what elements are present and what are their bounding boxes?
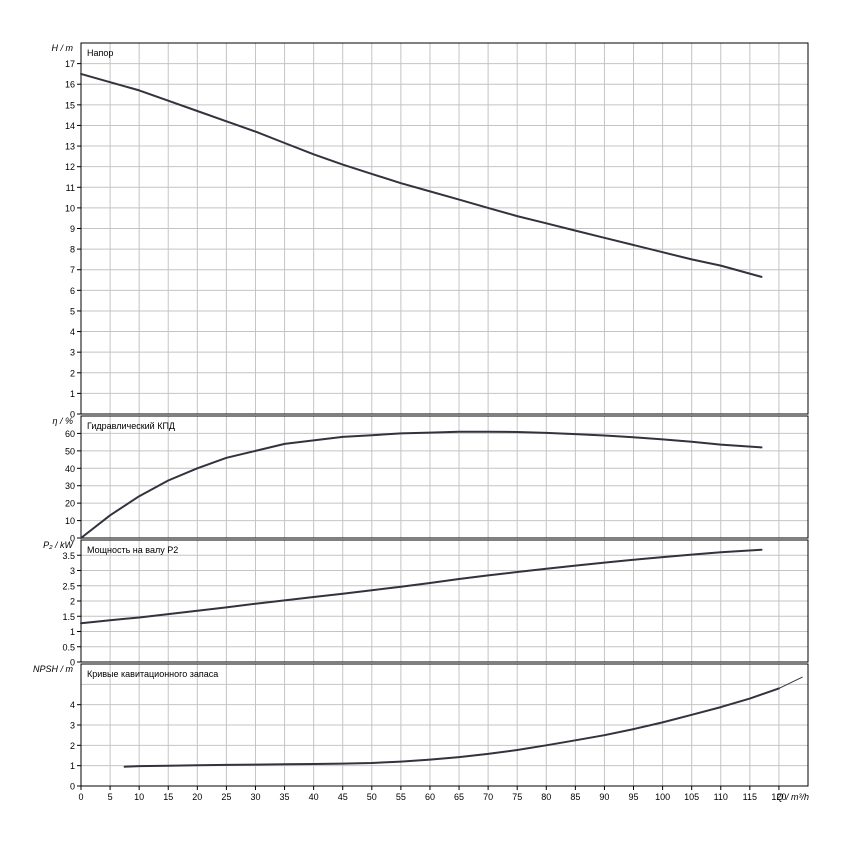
panel-title: Гидравлический КПД	[87, 421, 175, 431]
y-tick-label: 0	[70, 658, 75, 668]
y-axis-label: η / %	[52, 416, 73, 426]
y-tick-label: 3	[70, 348, 75, 358]
y-tick-label: 10	[65, 203, 75, 213]
y-tick-label: 60	[65, 429, 75, 439]
y-tick-label: 12	[65, 162, 75, 172]
panel-npsh: 0 1 2 3 4 NPSH / m Кривые кавитационного запас…	[33, 663, 809, 792]
x-tick-label: 65	[454, 792, 464, 802]
series-line-head	[80, 72, 763, 278]
panel-title: Напор	[87, 48, 113, 58]
y-tick-label: 17	[65, 59, 75, 69]
x-tick-label: 50	[367, 792, 377, 802]
y-axis-label: NPSH / m	[33, 664, 74, 674]
y-tick-label: 3	[70, 721, 75, 731]
panel-title: Мощность на валу P2	[87, 545, 178, 555]
y-tick-label: 5	[70, 306, 75, 316]
y-tick-label: 3.5	[62, 551, 75, 561]
x-tick-label: 15	[163, 792, 173, 802]
y-tick-label: 0	[70, 410, 75, 420]
y-axis-label: P₂ / kW	[43, 540, 74, 550]
y-tick-label: 50	[65, 446, 75, 456]
x-tick-label: 80	[541, 792, 551, 802]
y-tick-label: 11	[66, 183, 75, 193]
y-tick-label: 20	[65, 499, 75, 509]
x-tick-label: 70	[483, 792, 493, 802]
x-tick-label: 5	[108, 792, 113, 802]
y-tick-label: 6	[70, 286, 75, 296]
x-tick-label: 35	[280, 792, 290, 802]
y-tick-label: 1	[70, 627, 75, 637]
x-tick-label: 115	[743, 792, 757, 802]
y-tick-label: 1	[70, 389, 75, 399]
x-tick-label: 95	[629, 792, 639, 802]
x-axis-label: Q / m³/h	[776, 792, 809, 802]
series-extension-npsh	[778, 676, 803, 689]
y-tick-label: 7	[70, 265, 75, 275]
x-tick-label: 105	[684, 792, 699, 802]
y-tick-label: 8	[70, 245, 75, 255]
y-tick-label: 15	[65, 100, 75, 110]
y-tick-label: 2	[70, 597, 75, 607]
y-axis-label: H / m	[52, 43, 74, 53]
y-tick-label: 4	[70, 327, 75, 337]
y-tick-label: 16	[65, 80, 75, 90]
y-tick-label: 3	[70, 566, 75, 576]
panel-power: 0 0.5 1 1.5 2 2.5 3 3.5P₂ / kW Мощность на валу …	[43, 539, 809, 668]
y-tick-label: 0	[70, 782, 75, 792]
panel-frame	[80, 415, 809, 539]
y-tick-label: 2.5	[62, 581, 75, 591]
y-tick-label: 2	[70, 741, 75, 751]
x-tick-label: 120	[771, 792, 786, 802]
y-tick-label: 0	[70, 534, 75, 544]
x-tick-label: 85	[570, 792, 580, 802]
y-tick-label: 1.5	[62, 612, 75, 622]
y-tick-label: 40	[65, 464, 75, 474]
x-tick-label: 10	[134, 792, 144, 802]
panel-efficiency: 0 10 20 30 40 50 60 η / % Гидравлический КПД	[52, 415, 809, 544]
x-tick-label: 40	[309, 792, 319, 802]
y-tick-label: 9	[70, 224, 75, 234]
x-tick-label: 55	[396, 792, 406, 802]
x-tick-label: 20	[192, 792, 202, 802]
y-tick-label: 4	[70, 700, 75, 710]
y-tick-label: 10	[65, 516, 75, 526]
x-tick-label: 60	[425, 792, 435, 802]
series-line-npsh	[123, 687, 780, 768]
y-tick-label: 1	[70, 761, 75, 771]
x-tick-label: 30	[250, 792, 260, 802]
x-tick-label: 25	[221, 792, 231, 802]
x-tick-label: 90	[599, 792, 609, 802]
series-line-efficiency	[80, 430, 763, 539]
x-tick-label: 0	[78, 792, 83, 802]
y-tick-label: 13	[65, 142, 75, 152]
x-tick-label: 110	[714, 792, 728, 802]
series-line-power	[80, 548, 763, 625]
y-tick-label: 14	[65, 121, 75, 131]
y-tick-label: 30	[65, 481, 75, 491]
x-tick-label: 100	[655, 792, 670, 802]
panel-title: Кривые кавитационного запаса	[87, 669, 218, 679]
y-tick-label: 0.5	[62, 642, 75, 652]
x-tick-label: 45	[338, 792, 348, 802]
x-tick-label: 75	[512, 792, 522, 802]
y-tick-label: 2	[70, 368, 75, 378]
x-axis: 0 5 10 15 20 25 30 35 40 45 50 55 60 65 70 75 80 85 90 95 10…	[78, 786, 809, 802]
